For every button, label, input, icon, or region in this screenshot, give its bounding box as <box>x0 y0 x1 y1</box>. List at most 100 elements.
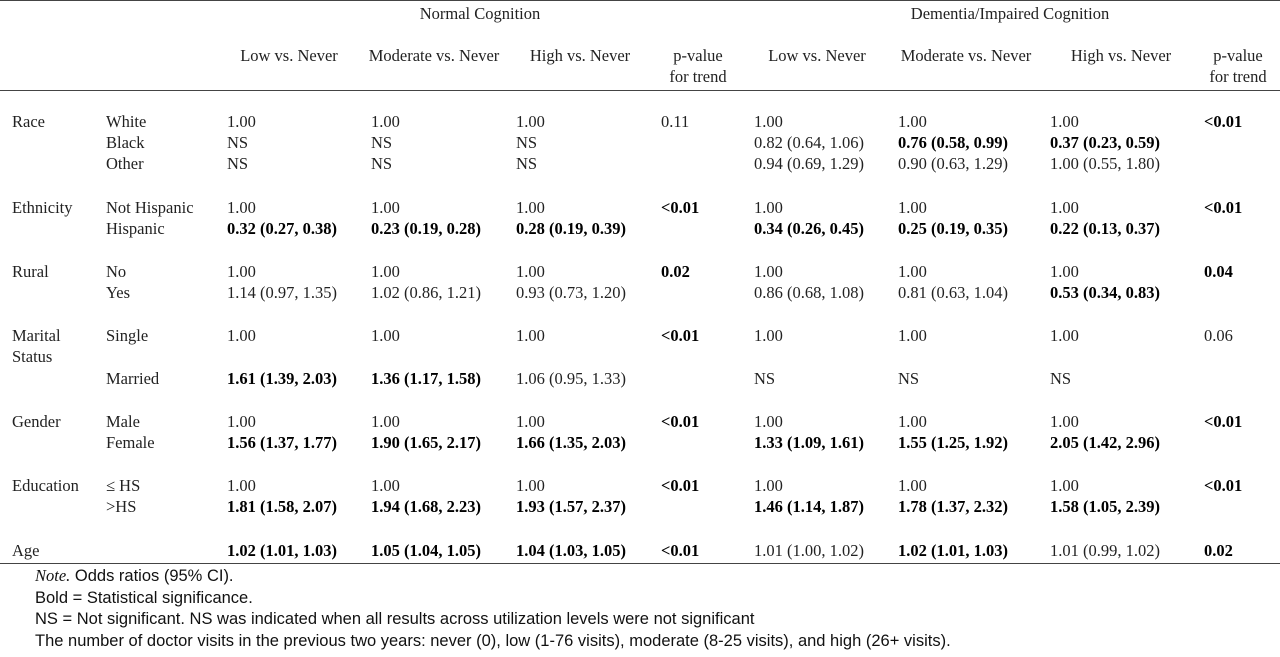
top-rule <box>0 0 1280 1</box>
odds-ratio-cell: NS <box>754 369 776 388</box>
odds-ratio-cell: 1.36 (1.17, 1.58) <box>371 369 481 388</box>
row-level-label: Other <box>106 154 144 173</box>
odds-ratio-cell: 1.00 <box>898 112 927 131</box>
odds-ratio-cell: 1.00 <box>1050 476 1079 495</box>
row-variable-label: Rural <box>12 262 49 281</box>
odds-ratio-cell: 1.00 <box>516 198 545 217</box>
odds-ratio-cell: 0.81 (0.63, 1.04) <box>898 283 1008 302</box>
odds-ratio-cell: 1.02 (1.01, 1.03) <box>898 541 1008 560</box>
row-level-label: Not Hispanic <box>106 198 194 217</box>
odds-ratio-cell: 1.00 <box>754 326 783 345</box>
odds-ratio-cell: 1.00 <box>516 326 545 345</box>
odds-ratio-cell: 1.14 (0.97, 1.35) <box>227 283 337 302</box>
odds-ratio-cell: 1.33 (1.09, 1.61) <box>754 433 864 452</box>
odds-ratio-cell: 1.00 <box>371 412 400 431</box>
odds-ratio-cell: NS <box>1050 369 1072 388</box>
row-level-label: ≤ HS <box>106 476 141 495</box>
odds-ratio-cell: 1.00 <box>227 476 256 495</box>
row-variable-label: Race <box>12 112 45 131</box>
visits-definition-line: The number of doctor visits in the previ… <box>35 631 951 650</box>
note-line: Note. Odds ratios (95% CI). <box>35 565 951 588</box>
odds-ratio-cell: 1.05 (1.04, 1.05) <box>371 541 481 560</box>
odds-ratio-cell: 0.37 (0.23, 0.59) <box>1050 133 1160 152</box>
odds-ratio-cell: 1.00 <box>371 262 400 281</box>
p-value-cell: <0.01 <box>661 198 700 217</box>
odds-ratio-cell: 0.53 (0.34, 0.83) <box>1050 283 1160 302</box>
column-header: High vs. Never <box>1070 46 1172 65</box>
p-value-cell: <0.01 <box>661 476 700 495</box>
odds-ratio-cell: 1.58 (1.05, 2.39) <box>1050 497 1160 516</box>
odds-ratio-cell: 1.00 <box>227 198 256 217</box>
row-level-label: Female <box>106 433 155 452</box>
odds-ratio-cell: 1.93 (1.57, 2.37) <box>516 497 626 516</box>
odds-ratio-cell: 0.25 (0.19, 0.35) <box>898 219 1008 238</box>
odds-ratio-cell: 1.00 <box>371 112 400 131</box>
odds-ratio-cell: 0.90 (0.63, 1.29) <box>898 154 1008 173</box>
odds-ratio-cell: 0.86 (0.68, 1.08) <box>754 283 864 302</box>
odds-ratio-cell: 1.01 (0.99, 1.02) <box>1050 541 1160 560</box>
odds-ratio-cell: 1.61 (1.39, 2.03) <box>227 369 337 388</box>
odds-ratio-cell: 1.00 <box>516 262 545 281</box>
odds-ratio-cell: 1.00 <box>754 262 783 281</box>
odds-ratio-cell: 1.00 <box>1050 412 1079 431</box>
p-value-cell: 0.11 <box>661 112 690 131</box>
odds-ratio-cell: 1.00 <box>754 412 783 431</box>
odds-ratio-cell: 1.00 <box>371 476 400 495</box>
odds-ratio-cell: 1.56 (1.37, 1.77) <box>227 433 337 452</box>
p-value-cell: 0.06 <box>1204 326 1233 345</box>
odds-ratio-cell: NS <box>516 154 538 173</box>
odds-ratio-cell: 1.00 <box>898 476 927 495</box>
odds-ratio-cell: NS <box>227 133 249 152</box>
row-variable-label: Marital Status <box>12 326 61 366</box>
column-header: Moderate vs. Never <box>368 46 500 65</box>
odds-ratio-cell: 1.00 <box>1050 326 1079 345</box>
odds-ratio-cell: 1.78 (1.37, 2.32) <box>898 497 1008 516</box>
p-value-cell: 0.04 <box>1204 262 1233 281</box>
odds-ratio-cell: 1.81 (1.58, 2.07) <box>227 497 337 516</box>
row-level-label: Married <box>106 369 160 388</box>
p-value-cell: <0.01 <box>1204 412 1243 431</box>
odds-ratio-cell: 1.00 <box>1050 198 1079 217</box>
row-level-label: Single <box>106 326 149 345</box>
odds-ratio-cell: 1.04 (1.03, 1.05) <box>516 541 626 560</box>
odds-ratio-cell: 0.32 (0.27, 0.38) <box>227 219 337 238</box>
header-rule <box>0 90 1280 91</box>
row-level-label: Hispanic <box>106 219 165 238</box>
row-level-label: >HS <box>106 497 137 516</box>
odds-ratio-cell: 1.00 <box>754 476 783 495</box>
odds-ratio-cell: 1.00 <box>227 412 256 431</box>
row-level-label: Male <box>106 412 140 431</box>
odds-ratio-cell: 0.94 (0.69, 1.29) <box>754 154 864 173</box>
odds-ratio-cell: 0.93 (0.73, 1.20) <box>516 283 626 302</box>
bottom-rule <box>0 563 1280 564</box>
row-level-label: White <box>106 112 147 131</box>
p-value-cell: <0.01 <box>661 541 700 560</box>
odds-ratio-cell: 1.02 (1.01, 1.03) <box>227 541 337 560</box>
odds-ratio-cell: NS <box>371 133 393 152</box>
odds-ratio-cell: 2.05 (1.42, 2.96) <box>1050 433 1160 452</box>
odds-ratio-cell: 0.76 (0.58, 0.99) <box>898 133 1008 152</box>
odds-ratio-cell: 1.00 <box>898 198 927 217</box>
odds-ratio-cell: 1.00 <box>227 326 256 345</box>
odds-ratio-cell: 1.00 <box>898 326 927 345</box>
column-header: Low vs. Never <box>768 46 866 65</box>
odds-ratio-cell: 1.00 <box>227 112 256 131</box>
odds-ratio-cell: 0.23 (0.19, 0.28) <box>371 219 481 238</box>
odds-ratio-cell: 1.06 (0.95, 1.33) <box>516 369 626 388</box>
odds-ratio-cell: 0.82 (0.64, 1.06) <box>754 133 864 152</box>
p-value-cell: <0.01 <box>1204 198 1243 217</box>
row-level-label: Yes <box>106 283 131 302</box>
row-variable-label: Ethnicity <box>12 198 73 217</box>
note-label: Note. <box>35 566 71 585</box>
odds-ratio-cell: 1.55 (1.25, 1.92) <box>898 433 1008 452</box>
odds-ratio-cell: 1.00 <box>516 476 545 495</box>
odds-ratio-cell: 1.90 (1.65, 2.17) <box>371 433 481 452</box>
odds-ratio-cell: 0.22 (0.13, 0.37) <box>1050 219 1160 238</box>
column-header: p-value for trend <box>669 46 727 86</box>
note-text: Odds ratios (95% CI). <box>70 567 234 585</box>
row-level-label: No <box>106 262 127 281</box>
column-header: Low vs. Never <box>240 46 338 65</box>
row-variable-label: Gender <box>12 412 61 431</box>
odds-ratio-cell: 1.00 <box>516 112 545 131</box>
column-header: High vs. Never <box>529 46 631 65</box>
